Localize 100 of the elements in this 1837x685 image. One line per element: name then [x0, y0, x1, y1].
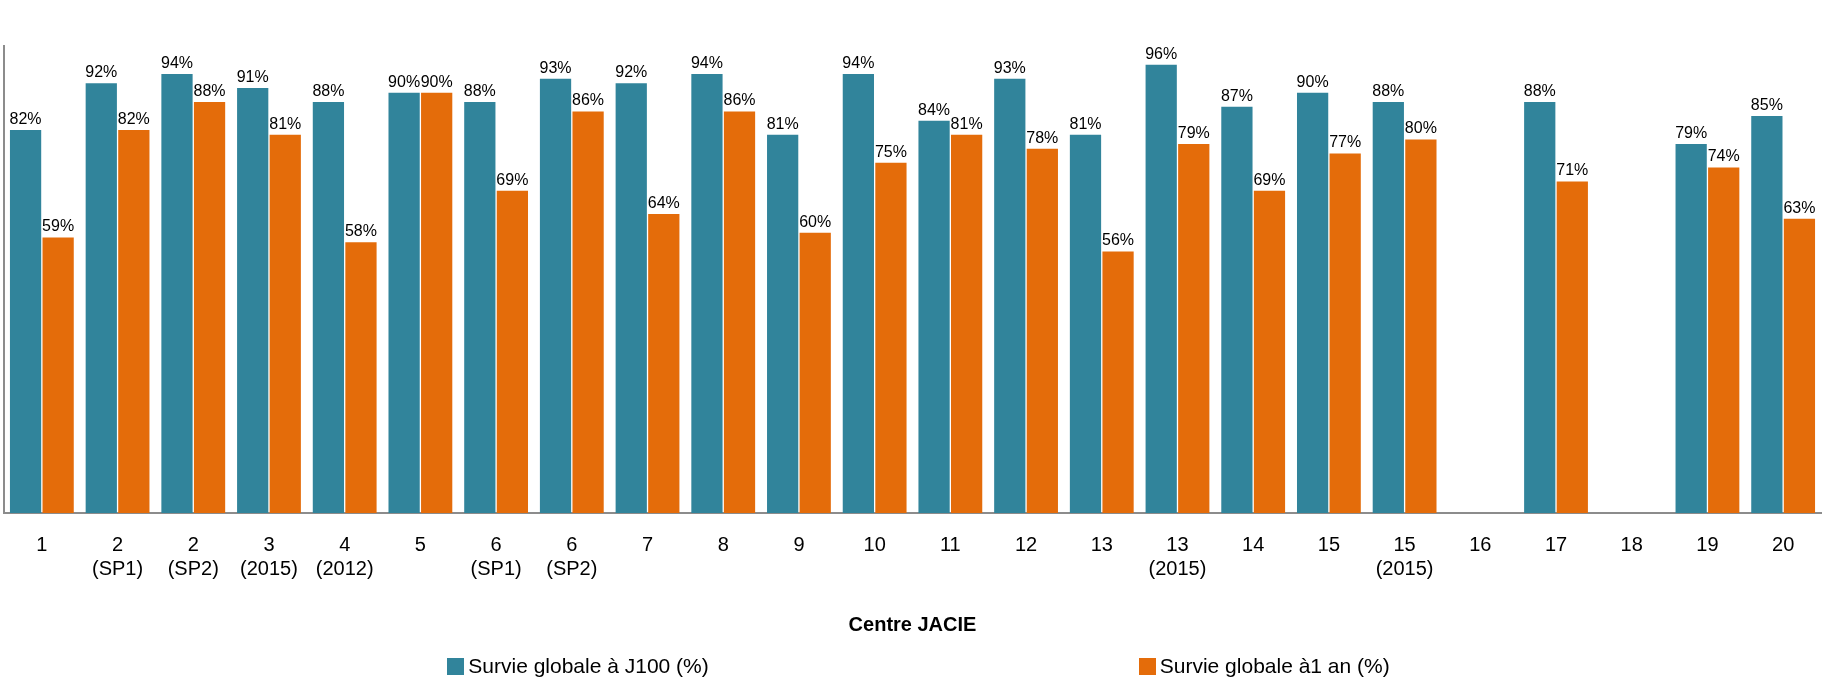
data-label: 56%: [1102, 231, 1135, 249]
bar: [767, 134, 799, 513]
bar: [691, 74, 723, 513]
data-label: 69%: [1253, 170, 1286, 188]
data-label: 88%: [463, 82, 496, 100]
data-label: 94%: [842, 54, 875, 72]
data-label: 64%: [647, 194, 680, 212]
bar: [1026, 148, 1058, 513]
x-tick-label: 6 (SP1): [470, 532, 522, 579]
data-label: 81%: [950, 114, 983, 132]
bar: [9, 130, 42, 513]
x-tick-label: 4 (2012): [315, 532, 374, 579]
data-label: 60%: [799, 212, 832, 230]
bar: [42, 237, 74, 513]
data-label: 69%: [496, 170, 529, 188]
x-tick-label: 2 (SP2): [167, 532, 219, 579]
data-label: 79%: [1177, 124, 1210, 142]
bar: [237, 88, 269, 513]
bar: [1102, 251, 1134, 513]
bar: [1524, 102, 1556, 513]
bar: [648, 214, 680, 513]
data-label: 88%: [312, 82, 345, 100]
data-label: 58%: [344, 222, 377, 240]
x-tick-label: 9: [793, 532, 805, 555]
bar: [193, 102, 226, 513]
data-label: 86%: [572, 91, 605, 109]
x-tick-label: 16: [1469, 532, 1492, 555]
bar: [388, 92, 420, 513]
bar: [269, 134, 301, 513]
bar: [345, 242, 377, 513]
bar: [118, 130, 150, 513]
data-label: 93%: [539, 58, 572, 76]
bar: [1405, 139, 1437, 513]
bar: [842, 74, 874, 513]
data-label: 86%: [723, 91, 756, 109]
data-label: 59%: [42, 217, 75, 235]
x-tick-label: 18: [1620, 532, 1643, 555]
x-tick-label: 11: [939, 532, 961, 555]
data-label: 78%: [1026, 128, 1059, 146]
data-label: 82%: [117, 110, 150, 128]
bar: [1296, 92, 1329, 513]
bar: [1675, 144, 1707, 513]
data-label: 63%: [1783, 198, 1816, 216]
data-label: 75%: [874, 142, 907, 160]
data-label: 87%: [1220, 86, 1253, 104]
bar: [421, 92, 453, 513]
bar: [1783, 218, 1816, 513]
data-label: 92%: [85, 63, 118, 81]
x-tick-label: 13 (2015): [1148, 532, 1207, 579]
data-label: 93%: [993, 58, 1026, 76]
x-tick-label: 1: [36, 532, 48, 555]
data-label: 81%: [1069, 114, 1102, 132]
bar: [1329, 153, 1361, 513]
bar: [1708, 167, 1740, 513]
bar: [723, 111, 756, 513]
x-tick-label: 15 (2015): [1375, 532, 1434, 579]
bar: [496, 190, 529, 513]
bar: [994, 78, 1026, 513]
x-tick-label: 19: [1696, 532, 1719, 555]
bar: [918, 120, 950, 513]
legend-label: Survie globale à J100 (%): [468, 653, 709, 679]
data-label: 91%: [236, 68, 269, 86]
data-label: 92%: [615, 63, 648, 81]
data-label: 79%: [1675, 124, 1708, 142]
data-label: 80%: [1404, 119, 1437, 137]
data-label: 81%: [269, 114, 302, 132]
bar: [161, 74, 193, 513]
x-tick-label: 10: [863, 532, 886, 555]
x-tick-label: 5: [414, 532, 426, 555]
bar: [615, 83, 647, 513]
bar: [1069, 134, 1102, 513]
data-label: 85%: [1750, 96, 1783, 114]
x-tick-label: 8: [717, 532, 729, 555]
bar: [875, 162, 907, 513]
data-label: 90%: [1296, 72, 1329, 90]
data-label: 96%: [1145, 44, 1178, 62]
data-label: 88%: [1523, 82, 1556, 100]
x-tick-label: 13: [1090, 532, 1113, 555]
x-tick-label: 20: [1772, 532, 1795, 555]
x-tick-label: 15: [1317, 532, 1341, 555]
x-tick-label: 7: [641, 532, 654, 555]
bar: [799, 232, 831, 513]
bar: [85, 83, 117, 513]
data-label: 90%: [420, 72, 453, 90]
bar: [312, 102, 345, 513]
bar: [1556, 181, 1588, 513]
data-label: 88%: [1372, 82, 1405, 100]
bar: [1751, 116, 1783, 513]
data-label: 84%: [918, 100, 951, 118]
data-label: 82%: [9, 110, 42, 128]
bar: [1221, 106, 1253, 513]
bar: [1145, 64, 1177, 513]
data-label: 77%: [1329, 133, 1362, 151]
data-label: 88%: [193, 82, 226, 100]
bar: [1178, 144, 1210, 513]
x-tick-label: 14: [1242, 532, 1265, 555]
bar: [1372, 102, 1404, 513]
bar: [1253, 190, 1286, 513]
x-tick-label: 17: [1544, 532, 1568, 555]
x-tick-label: 3 (2015): [240, 532, 298, 579]
